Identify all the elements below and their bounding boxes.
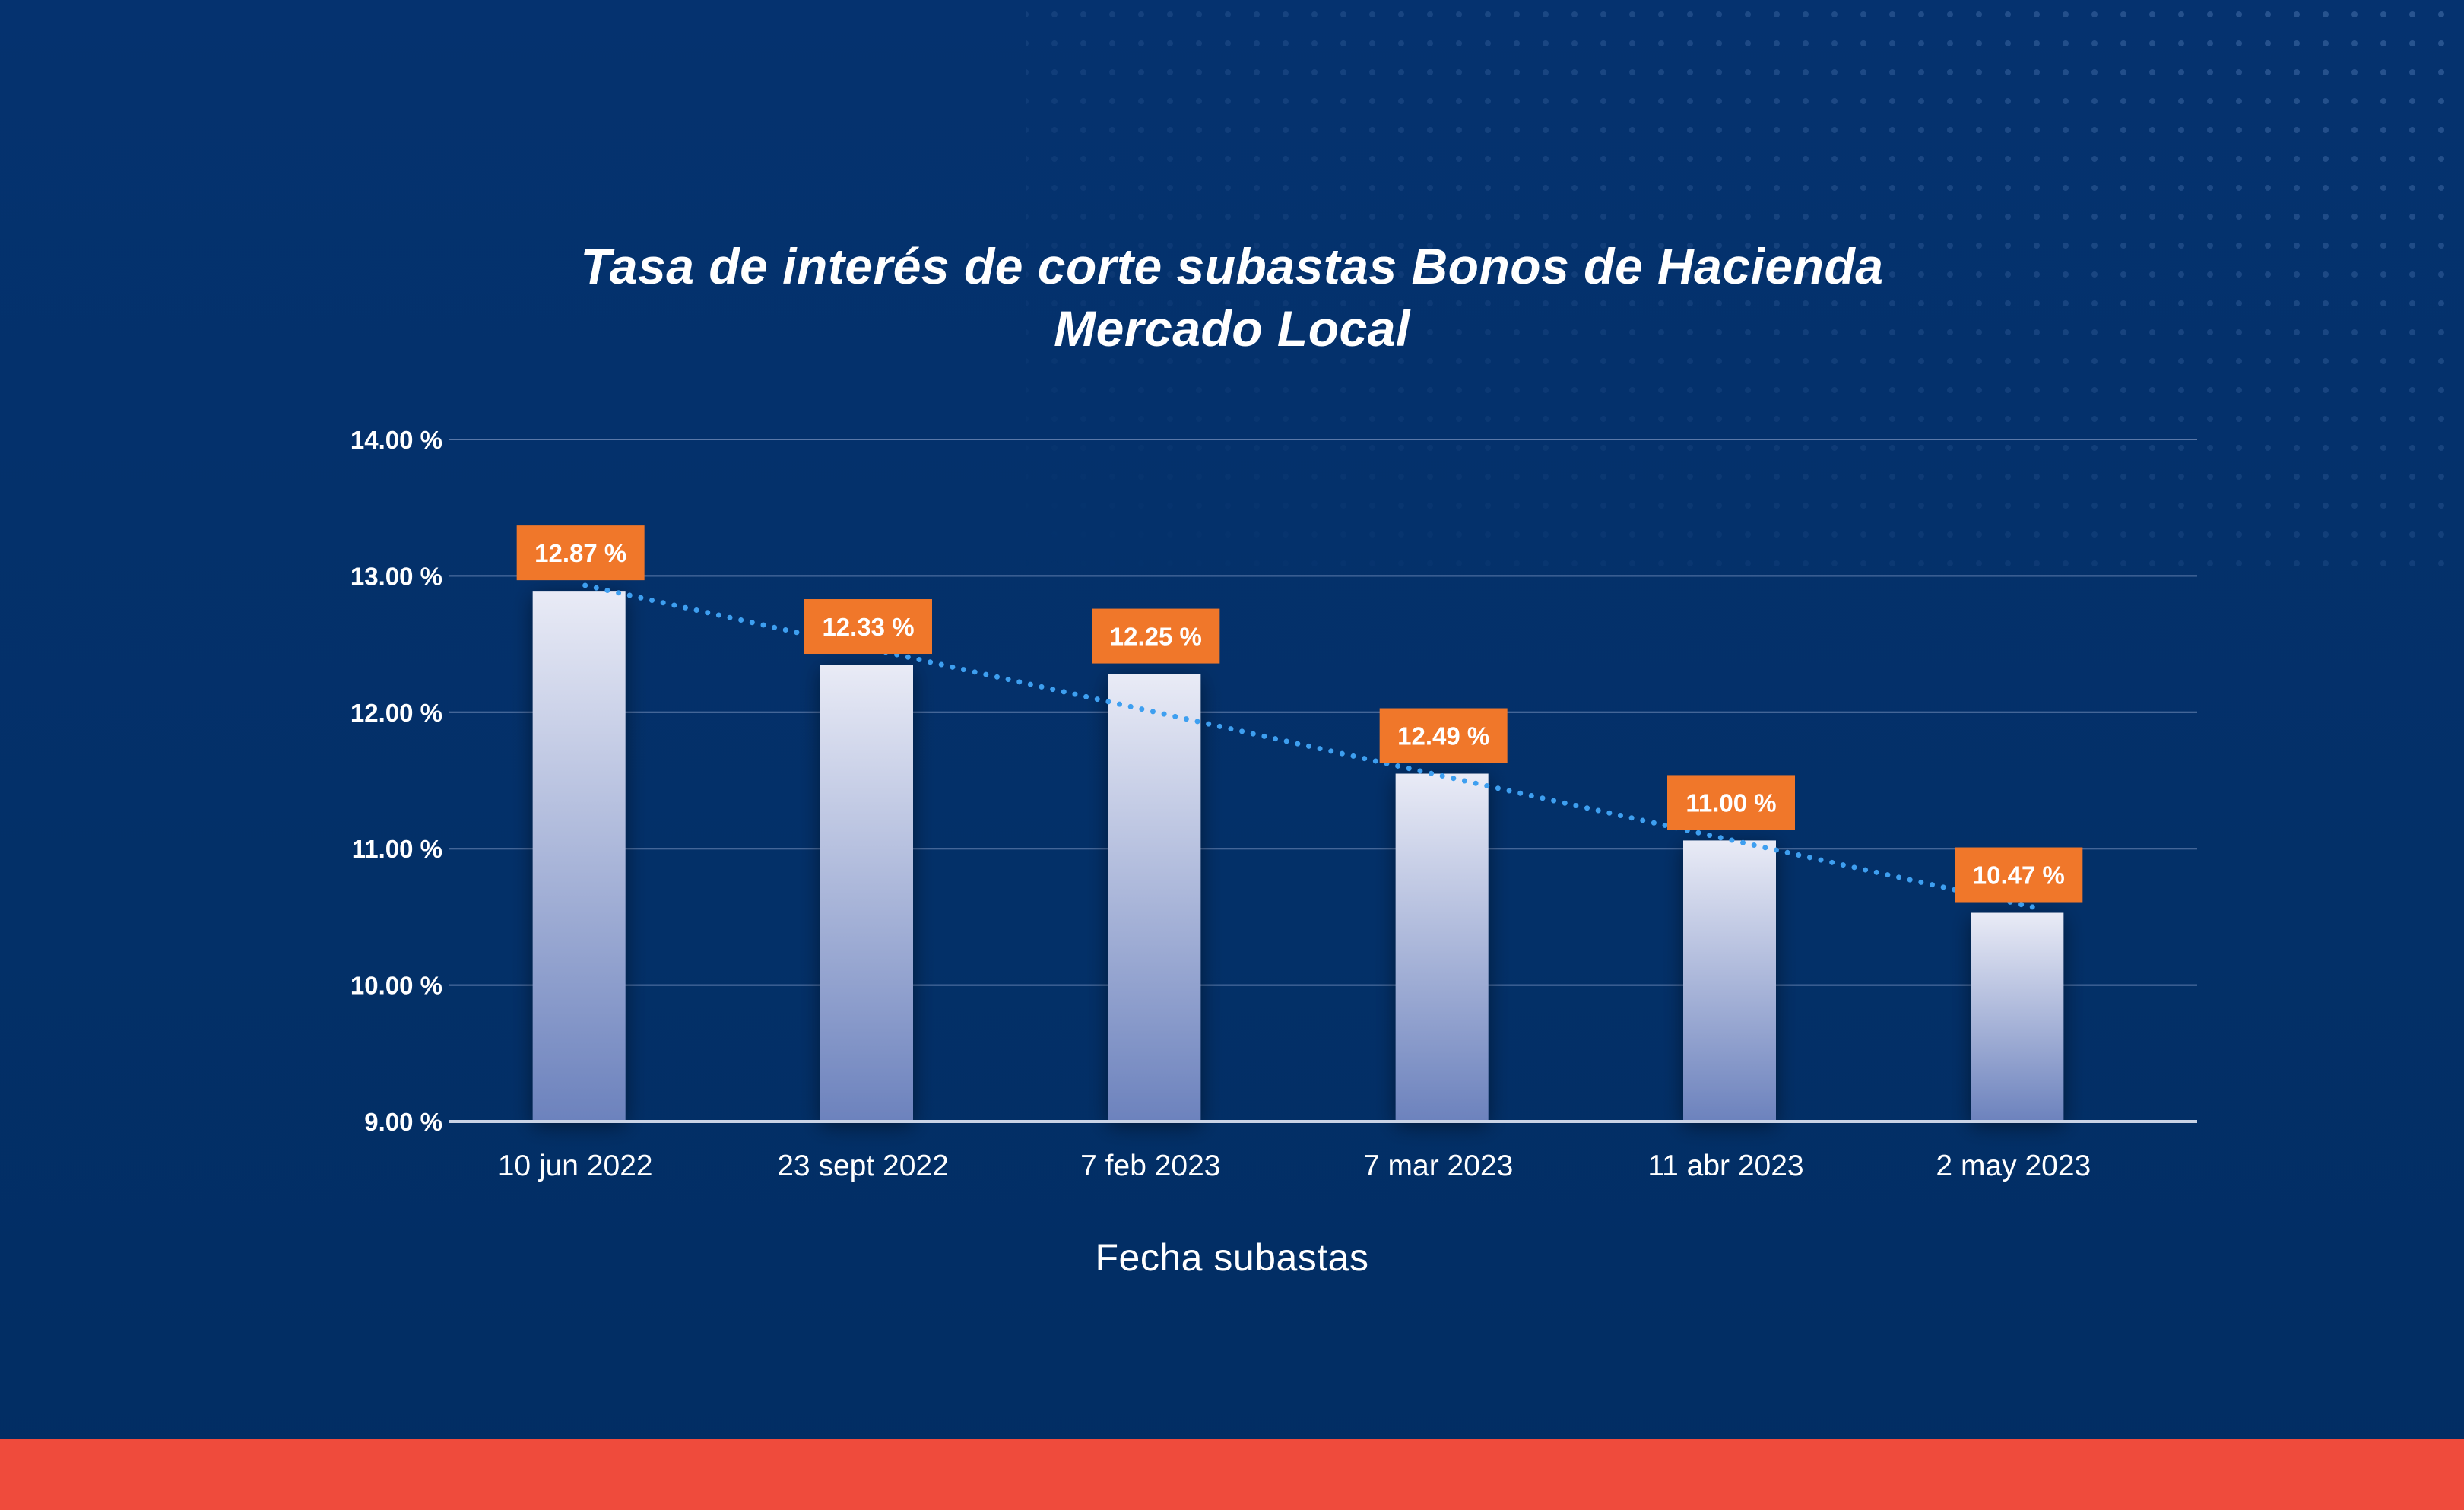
data-label-badge [1667,775,1795,830]
trendline [582,582,2037,910]
x-tick-label: 10 jun 2022 [498,1150,653,1182]
y-tick-label: 10.00 % [350,972,442,1000]
chart-subtitle: Mercado Local [1054,300,1410,357]
bar [1683,840,1776,1121]
x-tick-label: 23 sept 2022 [777,1150,949,1182]
data-label: 12.33 % [822,613,914,641]
bar [1395,773,1489,1121]
x-tick-label: 11 abr 2023 [1647,1150,1803,1182]
x-axis-title: Fecha subastas [1095,1236,1369,1279]
axis-layer: 9.00 % 10.00 % 11.00 % 12.00 % 13.00 % 14.00 … [350,426,2197,1182]
data-label: 10.47 % [1973,861,2065,890]
data-label-badge [516,525,645,581]
y-tick-label: 9.00 % [364,1108,442,1136]
x-tick-label: 2 may 2023 [1936,1150,2091,1182]
trendline-layer [582,582,2037,910]
data-label: 12.87 % [534,539,626,567]
y-tick-label: 14.00 % [350,426,442,454]
dot-pattern-decoration [1026,0,2464,578]
data-label-layer: 12.87 % 12.33 % 12.25 % 12.49 % 11.00 % 10.47… [516,525,2083,903]
x-tick-label: 7 mar 2023 [1363,1150,1513,1182]
data-label-badge [1955,847,2083,903]
bar [820,665,913,1121]
bar [1971,912,2064,1121]
bar-layer [532,591,2064,1121]
bar [532,591,626,1121]
bottom-color-band [0,1439,2464,1510]
y-tick-label: 13.00 % [350,562,442,590]
data-label: 11.00 % [1685,788,1776,817]
data-label-badge [1092,608,1220,664]
chart-title: Tasa de interés de corte subastas Bonos … [580,238,1884,294]
y-tick-label: 12.00 % [350,699,442,727]
data-label-badge [804,599,932,655]
x-tick-label: 7 feb 2023 [1080,1150,1220,1182]
data-label: 12.25 % [1110,623,1202,651]
data-label-badge [1379,708,1508,763]
y-tick-label: 11.00 % [352,835,442,863]
data-label: 12.49 % [1397,722,1489,750]
grid-layer [449,439,2197,986]
bar [1108,674,1201,1121]
